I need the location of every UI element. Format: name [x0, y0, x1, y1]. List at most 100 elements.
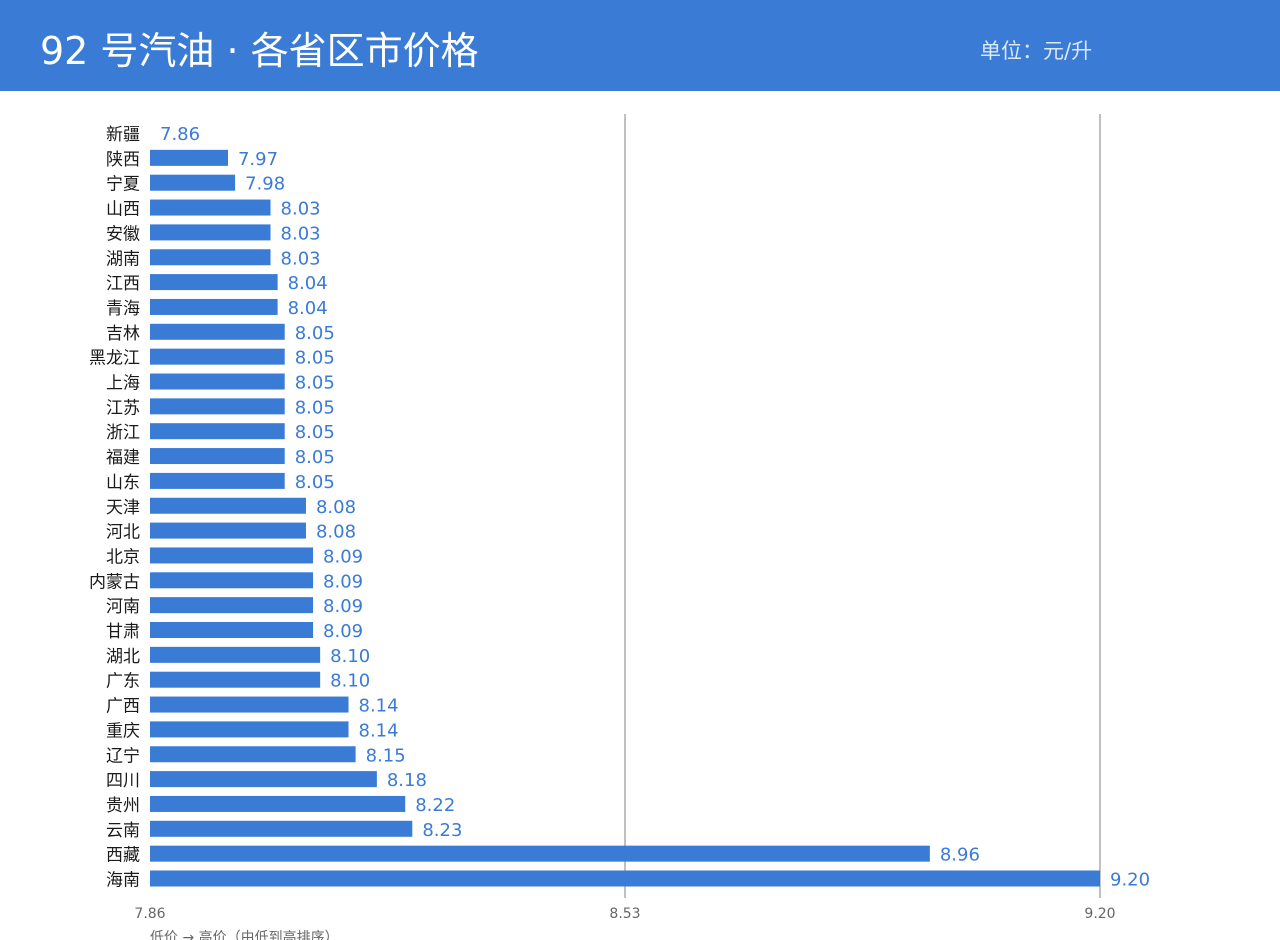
- bar: [150, 224, 271, 241]
- bar: [150, 249, 271, 266]
- bar: [150, 398, 285, 415]
- category-label: 重庆: [106, 721, 140, 741]
- value-label: 7.98: [245, 174, 285, 195]
- bar: [150, 671, 321, 688]
- value-label: 8.08: [316, 522, 356, 543]
- unit-label: 单位：元/升: [980, 39, 1093, 63]
- bar: [150, 522, 306, 539]
- value-label: 8.05: [295, 472, 335, 493]
- bar: [150, 622, 314, 638]
- bar: [150, 696, 349, 713]
- category-label: 广东: [106, 672, 140, 692]
- category-label: 陕西: [106, 150, 140, 170]
- category-label: 山西: [106, 200, 140, 220]
- value-label: 8.15: [366, 745, 406, 766]
- value-label: 8.09: [323, 596, 363, 617]
- value-label: 8.18: [387, 770, 427, 791]
- bar: [150, 373, 285, 390]
- value-label: 8.10: [330, 671, 370, 692]
- value-label: 8.14: [359, 696, 399, 717]
- value-label: 8.03: [281, 248, 321, 269]
- value-label: 8.23: [422, 820, 462, 841]
- bar: [150, 348, 285, 365]
- x-axis-title: 低价 → 高价（由低到高排序）: [150, 929, 339, 940]
- category-label: 湖南: [106, 249, 140, 269]
- category-label: 四川: [106, 771, 140, 791]
- value-label: 8.05: [295, 397, 335, 418]
- bar: [150, 646, 321, 663]
- value-label: 8.05: [295, 447, 335, 468]
- category-label: 内蒙古: [89, 572, 140, 592]
- value-label: 8.03: [281, 199, 321, 220]
- category-label: 江西: [106, 274, 140, 294]
- category-label: 辽宁: [106, 746, 140, 766]
- value-label: 8.10: [330, 646, 370, 667]
- value-label: 9.20: [1110, 870, 1150, 891]
- value-label: 8.04: [288, 298, 328, 319]
- bar: [150, 771, 377, 788]
- category-label: 云南: [106, 821, 140, 841]
- bar: [150, 572, 314, 589]
- category-label: 河北: [106, 523, 140, 543]
- value-label: 7.86: [160, 124, 200, 145]
- category-label: 甘肃: [106, 622, 140, 642]
- category-label: 上海: [106, 374, 140, 394]
- category-label: 江苏: [106, 398, 140, 418]
- category-label: 吉林: [106, 324, 140, 344]
- value-label: 8.04: [288, 273, 328, 294]
- bar: [150, 199, 271, 216]
- category-label: 贵州: [106, 796, 140, 816]
- category-label: 浙江: [106, 423, 140, 443]
- value-label: 8.05: [295, 422, 335, 443]
- category-label: 北京: [106, 547, 140, 567]
- value-label: 8.08: [316, 497, 356, 518]
- bar: [150, 448, 285, 465]
- value-label: 8.05: [295, 323, 335, 344]
- bar: [150, 597, 314, 614]
- bar: [150, 497, 306, 514]
- x-tick-label: 7.86: [134, 906, 165, 922]
- bar: [150, 870, 1100, 887]
- value-label: 8.09: [323, 571, 363, 592]
- bar: [150, 547, 314, 564]
- bar: [150, 845, 930, 862]
- value-label: 8.05: [295, 348, 335, 369]
- bar: [150, 423, 285, 440]
- bar: [150, 149, 228, 166]
- value-label: 8.09: [323, 546, 363, 567]
- value-label: 8.96: [940, 845, 980, 866]
- bar: [150, 795, 406, 812]
- category-label: 湖北: [106, 647, 140, 667]
- value-label: 8.03: [281, 223, 321, 244]
- bar: [150, 820, 413, 837]
- category-label: 天津: [106, 498, 140, 518]
- category-label: 西藏: [106, 846, 140, 866]
- bar: [150, 274, 278, 291]
- value-label: 8.05: [295, 373, 335, 394]
- category-label: 宁夏: [106, 175, 140, 195]
- category-label: 福建: [106, 448, 140, 468]
- bar: [150, 721, 349, 738]
- category-label: 山东: [106, 473, 140, 493]
- category-label: 海南: [106, 871, 140, 891]
- category-label: 黑龙江: [89, 349, 140, 369]
- bar: [150, 746, 356, 763]
- bar: [150, 298, 278, 315]
- value-label: 8.14: [359, 720, 399, 741]
- category-label: 青海: [106, 299, 140, 319]
- bar: [150, 174, 236, 191]
- bar: [150, 323, 285, 340]
- category-label: 广西: [106, 697, 140, 717]
- x-tick-label: 8.53: [609, 906, 640, 922]
- header-bar: 92 号汽油 · 各省区市价格 单位：元/升: [0, 0, 1280, 91]
- bar: [150, 472, 285, 489]
- value-label: 8.09: [323, 621, 363, 642]
- value-label: 7.97: [238, 149, 278, 170]
- x-tick-label: 9.20: [1084, 906, 1115, 922]
- category-label: 新疆: [106, 125, 140, 145]
- category-label: 安徽: [106, 224, 140, 244]
- category-label: 河南: [106, 597, 140, 617]
- value-label: 8.22: [415, 795, 455, 816]
